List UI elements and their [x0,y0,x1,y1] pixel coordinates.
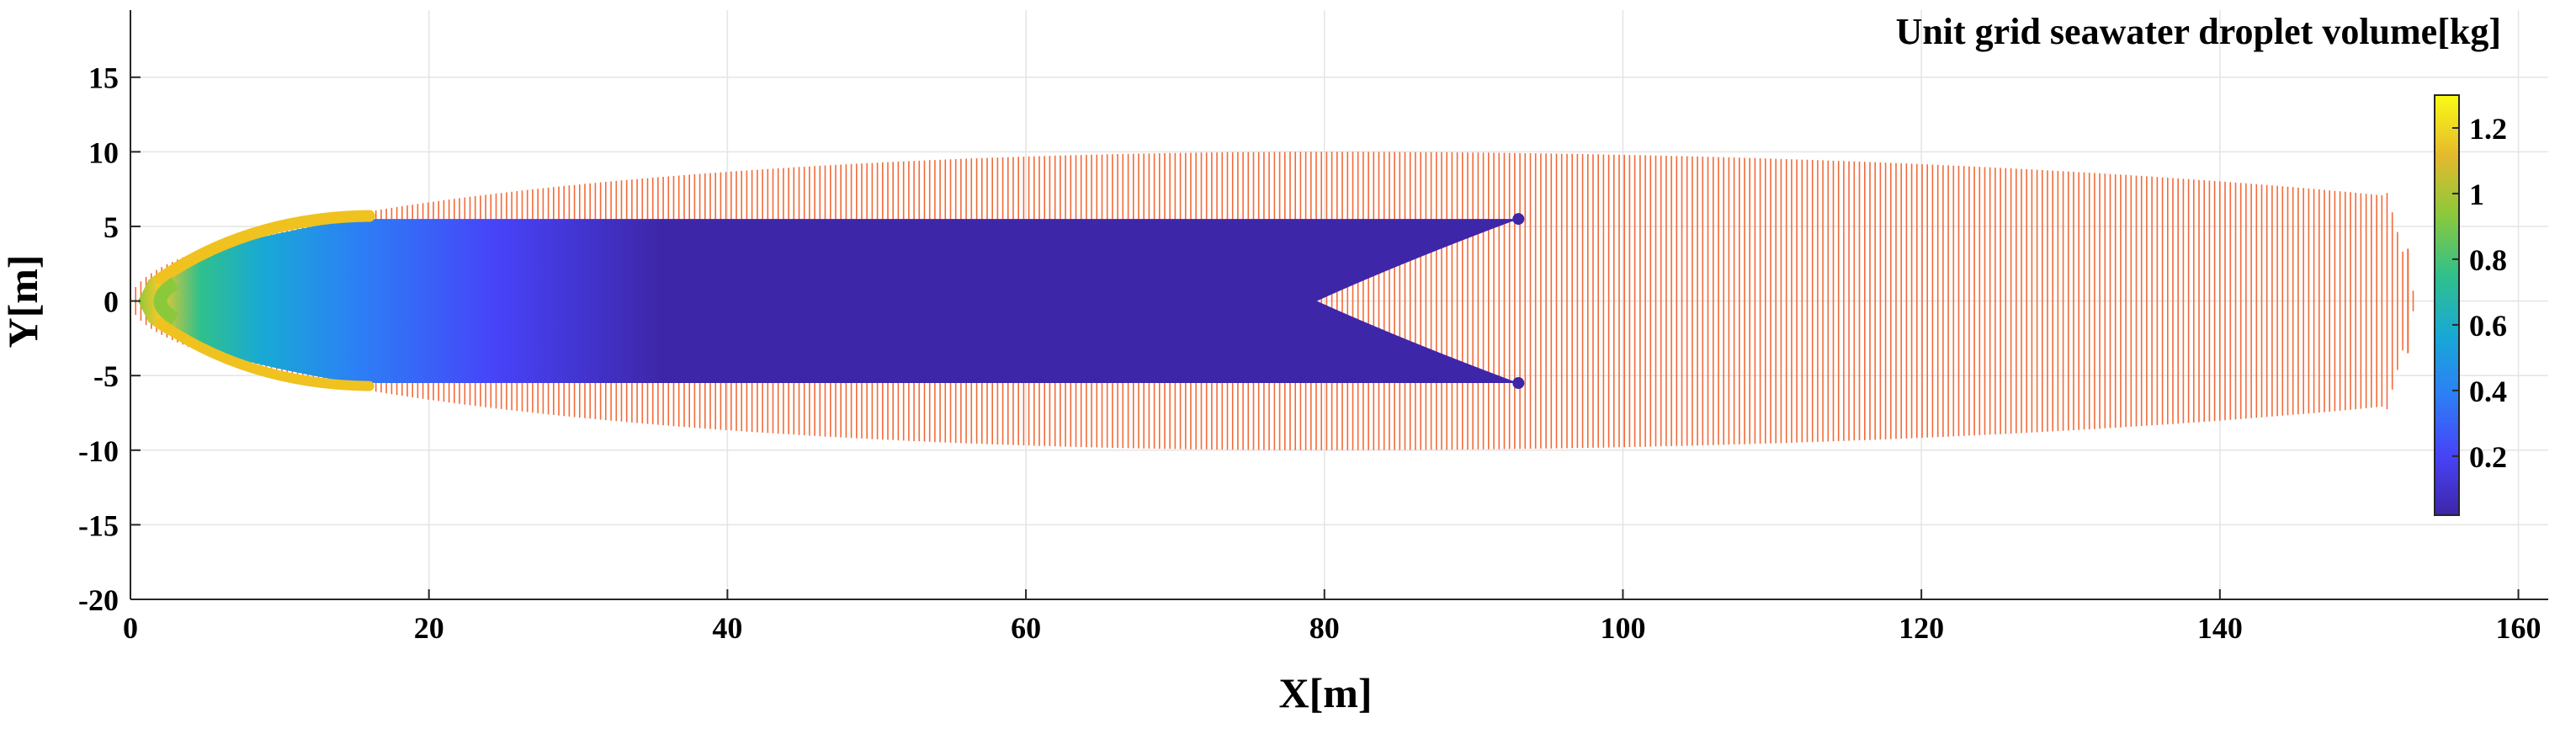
droplet-nose [153,277,179,325]
x-tick-label: 160 [2496,611,2541,645]
y-tick-label: -10 [78,434,119,468]
y-tick-label: -5 [93,359,119,393]
colorbar-bar [2434,94,2460,516]
y-tick-label: -15 [78,508,119,542]
y-tick-label: 5 [104,210,119,244]
x-axis-label: X[m] [1278,669,1372,716]
x-axis-ticks: 0 20 40 60 80 100 120 140 160 [123,589,2541,645]
x-tick-label: 80 [1309,611,1340,645]
colorbar: 0.2 0.4 0.6 0.8 1 1.2 [2434,94,2507,516]
x-tick-label: 40 [712,611,742,645]
x-tick-label: 60 [1011,611,1041,645]
y-tick-label: 0 [104,285,119,319]
droplet-body [137,219,1519,384]
colorbar-tick-label: 0.4 [2469,375,2507,408]
plot-axes [130,10,2548,600]
y-axis-ticks: -20 -15 -10 -5 0 5 10 15 [78,61,141,617]
colorbar-tick-label: 0.8 [2469,243,2507,277]
droplet-volume-region [137,210,1525,391]
droplet-tip-upper [1512,213,1525,226]
colorbar-tick-label: 1.2 [2469,112,2507,146]
y-tick-label: -20 [78,583,119,617]
y-tick-label: 15 [88,61,119,95]
colorbar-ticks: 0.2 0.4 0.6 0.8 1 1.2 [2452,112,2507,474]
y-axis-label: Y[m] [0,254,46,348]
colorbar-title: Unit grid seawater droplet volume[kg] [1896,11,2501,52]
colorbar-tick-label: 1 [2469,178,2484,211]
x-tick-label: 120 [1899,611,1944,645]
colorbar-tick-label: 0.2 [2469,440,2507,474]
colorbar-tick-label: 0.6 [2469,309,2507,343]
x-tick-label: 100 [1600,611,1645,645]
x-tick-label: 20 [414,611,444,645]
y-tick-label: 10 [88,136,119,169]
x-tick-label: 0 [123,611,138,645]
x-tick-label: 140 [2197,611,2243,645]
droplet-front-edge-upper [154,210,375,285]
droplet-tip-lower [1512,377,1525,390]
droplet-front-edge-lower [155,318,374,391]
